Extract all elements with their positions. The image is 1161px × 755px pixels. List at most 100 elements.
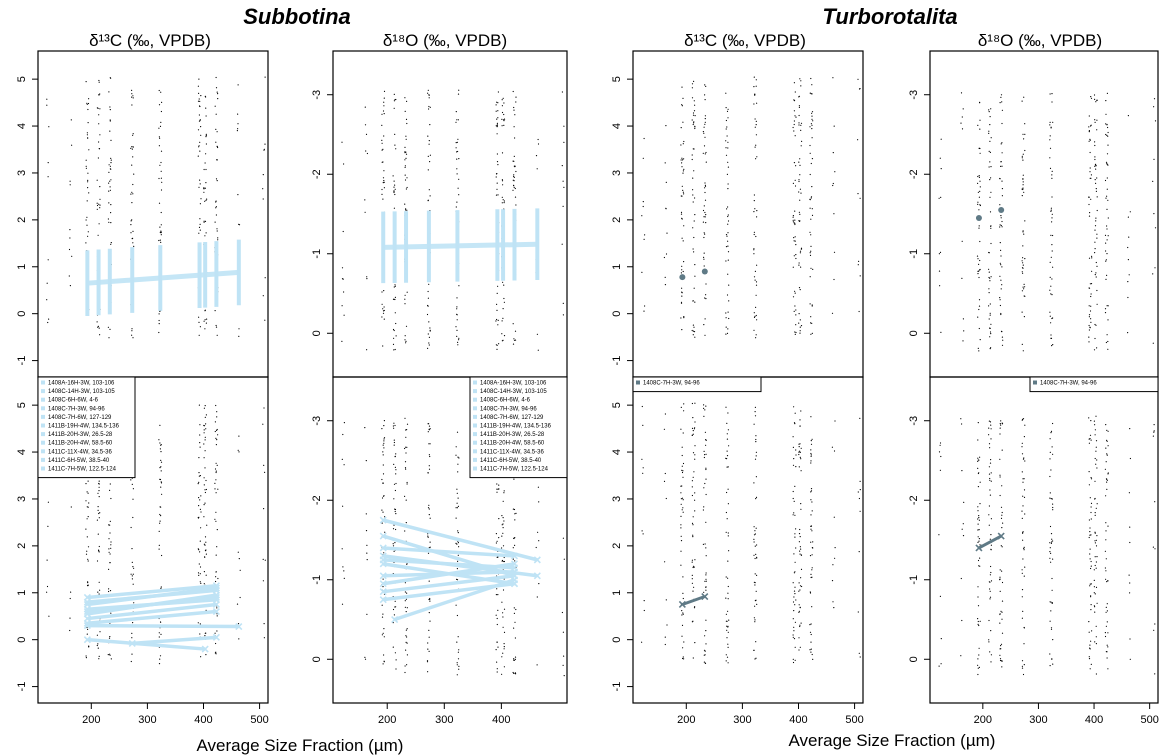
background-point [96, 204, 99, 207]
background-point [692, 516, 694, 518]
background-point [693, 566, 695, 568]
background-point [754, 600, 757, 602]
background-point [693, 607, 696, 609]
background-point [810, 514, 812, 516]
background-point [366, 552, 368, 554]
background-point [988, 288, 990, 290]
background-point [496, 344, 498, 346]
background-point [130, 220, 132, 222]
background-point [1090, 318, 1092, 320]
background-point [727, 259, 729, 261]
background-point [811, 332, 813, 334]
background-point [1049, 311, 1051, 313]
background-points [938, 415, 1156, 676]
legend-entry: 1411C-7H-5W, 122.5-124 [48, 467, 117, 473]
background-point [989, 314, 991, 316]
background-point [681, 269, 683, 271]
background-point [798, 262, 800, 264]
background-point [794, 222, 796, 224]
background-point [1001, 546, 1003, 548]
background-point [727, 245, 729, 247]
background-point [158, 544, 160, 547]
background-point [199, 551, 201, 553]
background-point [427, 135, 429, 137]
background-point [799, 319, 801, 321]
series-marker [128, 639, 136, 647]
background-point [694, 559, 696, 561]
background-point [963, 501, 965, 503]
background-point [979, 620, 981, 622]
background-point [98, 94, 100, 96]
background-point [692, 189, 694, 191]
background-point [1090, 518, 1092, 520]
background-point [1095, 643, 1097, 645]
background-point [263, 508, 265, 510]
background-point [160, 121, 162, 123]
background-point [694, 402, 696, 404]
background-point [1094, 556, 1096, 558]
background-point [215, 462, 217, 464]
background-point [405, 499, 407, 501]
background-point [110, 162, 112, 164]
background-point [428, 636, 430, 638]
series-marker [379, 588, 387, 596]
background-point [681, 497, 684, 499]
background-point [1051, 196, 1053, 198]
background-point [497, 117, 499, 119]
background-point [1089, 585, 1091, 587]
background-point [562, 537, 565, 539]
x-axis-subbotina-d13c: 200 300 400 500 [82, 703, 269, 726]
background-point [756, 603, 758, 606]
background-point [87, 480, 89, 482]
background-point [693, 428, 696, 430]
background-point [1107, 646, 1109, 648]
background-point [1089, 558, 1091, 560]
background-point [682, 270, 684, 273]
background-point [940, 196, 942, 198]
background-point [110, 222, 112, 224]
y-tick-label: 3 [16, 496, 28, 502]
y-tick-label: 4 [611, 449, 623, 455]
background-point [1088, 417, 1090, 419]
background-point [1052, 317, 1054, 319]
background-point [811, 214, 814, 216]
background-point [810, 462, 812, 464]
background-point [393, 422, 395, 424]
background-point [988, 505, 991, 507]
background-point [85, 657, 87, 659]
background-point [1051, 174, 1053, 176]
background-point [206, 524, 208, 526]
background-point [831, 312, 834, 314]
background-point [1049, 93, 1051, 95]
background-point [393, 107, 395, 109]
background-point [384, 516, 386, 518]
y-tick-label: -1 [16, 356, 28, 366]
column-title-subbotina-d18o: δ¹⁸O (‰, VPDB) [383, 31, 507, 50]
background-point [1089, 548, 1091, 550]
background-point [381, 478, 383, 481]
background-point [132, 146, 134, 148]
background-point [989, 494, 992, 496]
background-point [756, 210, 758, 212]
background-point [1050, 293, 1052, 295]
background-point [217, 434, 219, 436]
background-point [977, 203, 979, 205]
background-point [382, 110, 385, 112]
background-point [692, 324, 695, 326]
background-point [87, 516, 89, 518]
series-7 [83, 636, 209, 653]
background-point [429, 455, 431, 458]
background-point [999, 242, 1001, 244]
background-point [704, 543, 706, 545]
background-point [395, 322, 397, 325]
background-point [1090, 97, 1093, 99]
background-point [160, 486, 162, 488]
background-point [793, 458, 795, 460]
background-point [1021, 665, 1024, 667]
background-point [692, 112, 695, 114]
series-line [87, 588, 217, 604]
background-point [793, 237, 795, 239]
background-point [794, 210, 796, 212]
background-point [682, 576, 684, 578]
background-point [977, 510, 979, 512]
